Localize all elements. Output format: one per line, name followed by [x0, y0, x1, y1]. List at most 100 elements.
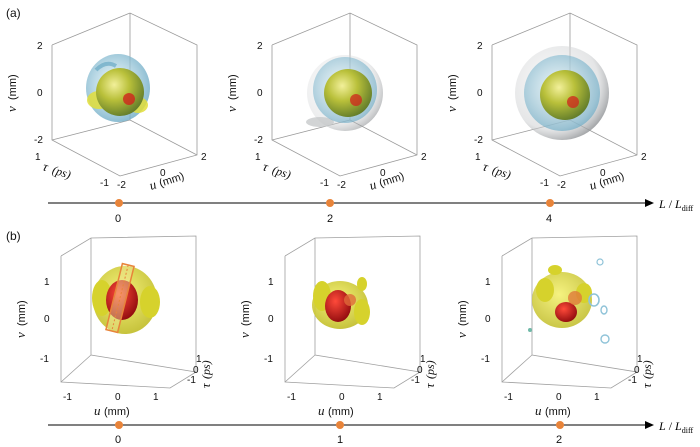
timeline-b-marker-1 — [336, 421, 344, 429]
timeline-a-marker-1 — [326, 199, 334, 207]
a2-v-tick-top: 2 — [257, 41, 263, 52]
a3-v-tick-bottom: -2 — [474, 135, 483, 146]
a3-tau-unit: (ps) — [491, 163, 513, 182]
a3-v-tick-top: 2 — [477, 41, 483, 52]
b3-tau-axis-label: τ (ps) — [639, 360, 654, 388]
b3-u-tick-2: 0 — [556, 392, 562, 403]
panel-a-plot-2: 2 0 -2 1 -1 -2 0 2 v (mm) τ (ps) u (mm) — [224, 12, 427, 193]
timeline-a-arrowhead — [645, 199, 654, 207]
a1-v-tick-bottom: -2 — [34, 135, 43, 146]
timeline-a-marker-2 — [546, 199, 554, 207]
blue-fragment — [596, 258, 604, 266]
b1-v-tick-bottom: -1 — [40, 354, 49, 365]
b3-u-axis-label: u (mm) — [535, 403, 571, 418]
slice-centerline — [111, 264, 129, 332]
tl-a-slash: / — [666, 197, 675, 211]
timeline-b-mark-0: 0 — [115, 434, 121, 446]
b2-v-symbol: v — [237, 332, 252, 338]
a1-v-tick-mid: 0 — [37, 88, 43, 99]
red-core — [555, 302, 577, 322]
b2-u-symbol: u — [318, 403, 325, 418]
b3-u-unit: (mm) — [545, 406, 571, 418]
b2-tau-unit: (ps) — [423, 360, 437, 379]
timeline-a-mark-0: 0 — [115, 213, 121, 225]
a2-tau-symbol: τ — [261, 159, 271, 175]
panel-b-plot-2: 1 0 -1 -1 0 1 1 0 -1 v (mm) u (mm) τ (ps… — [237, 235, 437, 418]
tl-a-Ldiff: L — [674, 197, 682, 211]
b1-v-tick-top: 1 — [44, 277, 50, 288]
a1-v-axis-label: v (mm) — [4, 74, 19, 112]
tl-b-L: L — [658, 419, 666, 433]
tl-b-slash: / — [666, 419, 675, 433]
red-spot — [123, 93, 135, 105]
panel-a-plot-3: 2 0 -2 1 -1 -2 0 2 v (mm) τ (ps) u (mm) — [444, 12, 647, 193]
a3-u-symbol: u — [587, 176, 598, 192]
a2-v-axis-label: v (mm) — [224, 74, 239, 112]
b2-v-tick-top: 1 — [268, 277, 274, 288]
a2-u-tick-2: 0 — [380, 168, 386, 179]
orange-highlight — [568, 291, 582, 305]
yellow-blob — [548, 265, 562, 275]
timeline-b-marker-0 — [115, 421, 123, 429]
blue-fragment — [600, 334, 610, 344]
a3-tau-symbol: τ — [481, 159, 491, 175]
b3-v-unit: (mm) — [457, 300, 469, 326]
timeline-b-mark-2: 2 — [556, 434, 562, 446]
teal-fragment — [528, 328, 532, 332]
yellow-lobe — [92, 280, 112, 316]
tl-b-Ldiff: L — [674, 419, 682, 433]
b3-tau-tick-1: 1 — [637, 354, 643, 365]
a1-u-tick-3: 2 — [201, 152, 207, 163]
a2-u-tick-1: -2 — [337, 180, 346, 191]
b1-tau-tick-1: 1 — [196, 354, 202, 365]
yellow-lobe — [354, 299, 370, 325]
b2-u-axis-label: u (mm) — [318, 403, 354, 418]
a1-tau-symbol: τ — [41, 159, 51, 175]
timeline-b-label: L / Ldiff — [658, 419, 693, 435]
timeline-a-label: L / Ldiff — [658, 197, 693, 213]
timeline-a-mark-2: 4 — [546, 213, 552, 225]
b3-tau-tick-2: 0 — [634, 365, 640, 376]
timeline-b-arrowhead — [645, 421, 654, 429]
a3-u-tick-1: -2 — [557, 180, 566, 191]
a2-tau-axis-label: τ (ps) — [261, 159, 293, 182]
tl-a-sub: diff — [682, 204, 694, 213]
a2-tau-tick-1: 1 — [255, 152, 261, 163]
a3-v-tick-mid: 0 — [477, 88, 483, 99]
blue-arc — [94, 61, 118, 72]
core-sphere — [96, 68, 144, 116]
panel-a-label: (a) — [6, 6, 21, 20]
b1-v-unit: (mm) — [16, 300, 28, 326]
b1-tau-symbol: τ — [198, 382, 213, 388]
a3-u-axis-label: u (mm) — [587, 170, 626, 192]
tl-a-L: L — [658, 197, 666, 211]
b2-u-tick-3: 1 — [377, 392, 383, 403]
blue-fragment — [588, 293, 600, 307]
blue-fragment — [600, 305, 608, 315]
a3-tau-axis-label: τ (ps) — [481, 159, 513, 182]
b2-v-axis-label: v (mm) — [237, 300, 252, 338]
b1-u-symbol: u — [94, 403, 101, 418]
panel-b-plot-3-box — [501, 235, 638, 389]
b2-u-unit: (mm) — [328, 406, 354, 418]
b1-v-tick-mid: 0 — [44, 314, 50, 325]
a2-tau-unit: (ps) — [271, 163, 293, 182]
a2-v-tick-bottom: -2 — [254, 135, 263, 146]
timeline-b: 0 1 2 L / Ldiff — [48, 419, 693, 446]
tl-b-sub: diff — [682, 426, 694, 435]
a3-v-unit: (mm) — [447, 74, 459, 100]
timeline-a-mark-1: 2 — [327, 213, 333, 225]
b2-v-tick-mid: 0 — [268, 314, 274, 325]
core-sphere — [540, 70, 590, 120]
a1-v-symbol: v — [4, 106, 19, 112]
b1-tau-tick-3: -1 — [187, 375, 196, 386]
a2-u-tick-3: 2 — [421, 152, 427, 163]
a3-tau-tick-2: -1 — [540, 178, 549, 189]
panel-b-plot-1: 1 0 -1 -1 0 1 1 0 -1 v (mm) u (mm) τ (ps… — [13, 235, 213, 418]
b2-v-tick-bottom: -1 — [264, 354, 273, 365]
b3-u-symbol: u — [535, 403, 542, 418]
a1-tau-tick-2: -1 — [100, 178, 109, 189]
a1-u-tick-2: 0 — [160, 168, 166, 179]
b3-v-tick-bottom: -1 — [481, 354, 490, 365]
